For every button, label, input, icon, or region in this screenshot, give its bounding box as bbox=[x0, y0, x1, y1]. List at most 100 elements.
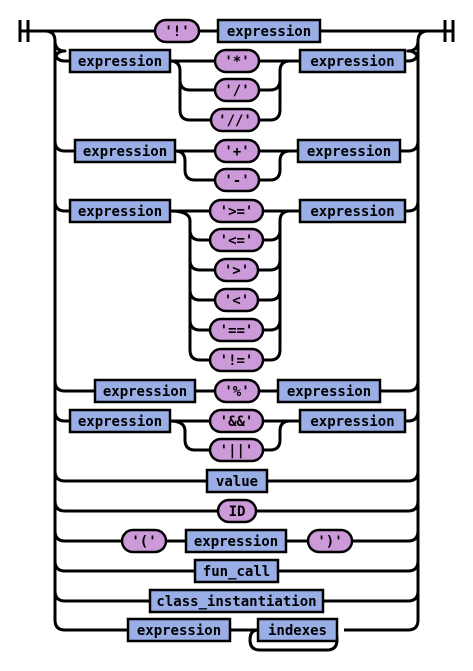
expression-nonterminal-label: expression bbox=[310, 54, 394, 70]
expression-nonterminal: expression bbox=[68, 408, 172, 434]
branch-connectors bbox=[53, 50, 420, 652]
star-terminal-box bbox=[213, 48, 261, 74]
eq-terminal: '==' bbox=[208, 317, 265, 343]
indexes-nonterminal: indexes bbox=[256, 617, 339, 643]
expression-nonterminal-label: expression bbox=[78, 54, 162, 70]
expression-nonterminal: expression bbox=[276, 378, 382, 404]
left-outer-rail bbox=[44, 29, 128, 632]
expression-nonterminal: expression bbox=[184, 528, 288, 554]
expression-nonterminal-box bbox=[68, 48, 172, 74]
expression-nonterminal: expression bbox=[298, 408, 407, 434]
indexes-nonterminal-box bbox=[256, 617, 339, 643]
eq-terminal-box bbox=[208, 317, 265, 343]
lte-terminal: '<=' bbox=[208, 227, 265, 253]
or-terminal-label: '||' bbox=[220, 443, 254, 459]
slash-terminal-label: '/' bbox=[224, 83, 249, 99]
lparen-terminal: '(' bbox=[120, 528, 168, 554]
not-terminal-box bbox=[153, 18, 201, 44]
double-slash-terminal-label: '//' bbox=[218, 113, 252, 129]
class-instantiation-nonterminal-label: class_instantiation bbox=[156, 594, 316, 610]
plus-terminal-label: '+' bbox=[224, 144, 249, 160]
fun-call-nonterminal-box bbox=[193, 558, 280, 584]
indexes-nonterminal-label: indexes bbox=[268, 623, 327, 639]
gte-terminal-box bbox=[208, 198, 265, 224]
gte-terminal: '>=' bbox=[208, 198, 265, 224]
rparen-terminal: ')' bbox=[306, 528, 354, 554]
lparen-terminal-label: '(' bbox=[131, 534, 156, 550]
main-rails bbox=[18, 20, 455, 632]
expression-nonterminal-box bbox=[276, 378, 382, 404]
minus-terminal-label: '-' bbox=[224, 173, 249, 189]
neq-terminal: '!=' bbox=[208, 347, 265, 373]
expression-nonterminal-box bbox=[216, 18, 322, 44]
and-terminal-label: '&&' bbox=[220, 414, 254, 430]
expression-nonterminal-label: expression bbox=[78, 414, 162, 430]
or-terminal-box bbox=[208, 437, 265, 463]
percent-terminal-label: '%' bbox=[224, 384, 249, 400]
expression-nonterminal-label: expression bbox=[78, 204, 162, 220]
value-nonterminal: value bbox=[205, 468, 269, 494]
expression-nonterminal-label: expression bbox=[227, 24, 311, 40]
expression-nonterminal-box bbox=[126, 617, 232, 643]
not-terminal: '!' bbox=[153, 18, 201, 44]
neq-terminal-box bbox=[208, 347, 265, 373]
class-instantiation-nonterminal-box bbox=[148, 588, 325, 614]
lt-terminal-label: '<' bbox=[224, 293, 249, 309]
double-slash-terminal: '//' bbox=[209, 107, 261, 133]
expression-nonterminal-box bbox=[184, 528, 288, 554]
expression-nonterminal: expression bbox=[68, 198, 172, 224]
minus-terminal-box bbox=[213, 167, 261, 193]
expression-nonterminal-box bbox=[298, 48, 407, 74]
expression-nonterminal: expression bbox=[93, 378, 197, 404]
expression-nonterminal-box bbox=[73, 138, 177, 164]
expression-nonterminal: expression bbox=[296, 138, 402, 164]
or-terminal: '||' bbox=[208, 437, 265, 463]
expression-nonterminal: expression bbox=[126, 617, 232, 643]
gte-terminal-label: '>=' bbox=[220, 204, 254, 220]
expression-nonterminal-label: expression bbox=[310, 204, 394, 220]
expression-nonterminal: expression bbox=[73, 138, 177, 164]
expression-nonterminal-label: expression bbox=[103, 384, 187, 400]
class-instantiation-nonterminal: class_instantiation bbox=[148, 588, 325, 614]
expression-nonterminal: expression bbox=[68, 48, 172, 74]
neq-terminal-label: '!=' bbox=[220, 353, 254, 369]
lte-terminal-box bbox=[208, 227, 265, 253]
star-terminal: '*' bbox=[213, 48, 261, 74]
expression-nonterminal-box bbox=[93, 378, 197, 404]
eq-terminal-label: '==' bbox=[220, 323, 254, 339]
id-terminal-label: ID bbox=[229, 504, 246, 520]
expression-nonterminal: expression bbox=[216, 18, 322, 44]
gt-terminal: '>' bbox=[213, 257, 260, 283]
percent-terminal: '%' bbox=[213, 378, 261, 404]
fun-call-nonterminal-label: fun_call bbox=[203, 564, 270, 580]
star-terminal-label: '*' bbox=[224, 54, 249, 70]
end-marker bbox=[428, 20, 455, 42]
not-terminal-label: '!' bbox=[164, 24, 189, 40]
expression-nonterminal: expression bbox=[298, 48, 407, 74]
value-nonterminal-box bbox=[205, 468, 269, 494]
fun-call-nonterminal: fun_call bbox=[193, 558, 280, 584]
expression-nonterminal-label: expression bbox=[83, 144, 167, 160]
expression-nonterminal-box bbox=[68, 408, 172, 434]
id-terminal: ID bbox=[216, 498, 258, 524]
right-outer-rail bbox=[344, 29, 429, 632]
and-terminal-box bbox=[208, 408, 265, 434]
start-marker bbox=[18, 20, 45, 42]
percent-terminal-box bbox=[213, 378, 261, 404]
rparen-terminal-box bbox=[306, 528, 354, 554]
rparen-terminal-label: ')' bbox=[317, 534, 342, 550]
expression-nonterminal-label: expression bbox=[137, 623, 221, 639]
expression-nonterminal-label: expression bbox=[310, 414, 394, 430]
expression-nonterminal-label: expression bbox=[307, 144, 391, 160]
gt-terminal-label: '>' bbox=[224, 263, 249, 279]
lt-terminal: '<' bbox=[213, 287, 260, 313]
lparen-terminal-box bbox=[120, 528, 168, 554]
gt-terminal-box bbox=[213, 257, 260, 283]
lte-terminal-label: '<=' bbox=[220, 233, 254, 249]
id-terminal-box bbox=[216, 498, 258, 524]
expression-nonterminal-box bbox=[298, 198, 407, 224]
minus-terminal: '-' bbox=[213, 167, 261, 193]
lt-terminal-box bbox=[213, 287, 260, 313]
